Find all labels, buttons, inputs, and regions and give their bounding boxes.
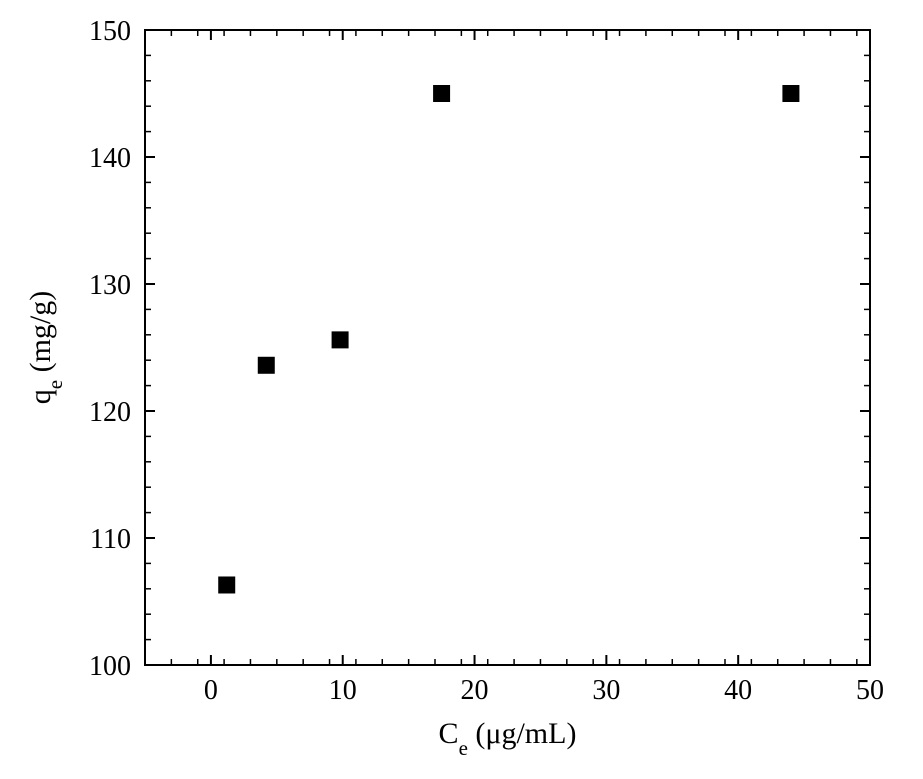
data-point [783, 86, 799, 102]
scatter-chart: 0 10 20 30 40 50 100 110 120 130 140 150 Ce (μg/mL) q… [0, 0, 923, 779]
x-tick-label: 50 [856, 675, 884, 706]
y-tick-label: 100 [89, 651, 131, 682]
data-point [258, 357, 274, 373]
y-tick-label: 130 [89, 270, 131, 301]
y-tick-label: 150 [89, 16, 131, 47]
y-tick-label: 110 [90, 524, 131, 555]
x-tick-label: 10 [329, 675, 357, 706]
x-tick-label: 20 [461, 675, 489, 706]
y-tick-label: 120 [89, 397, 131, 428]
x-tick-label: 0 [204, 675, 218, 706]
y-axis-label: qe (mg/g) [24, 291, 67, 404]
y-tick-label: 140 [89, 143, 131, 174]
x-tick-label: 30 [592, 675, 620, 706]
data-point [332, 332, 348, 348]
data-point [219, 577, 235, 593]
x-axis-label: Ce (μg/mL) [439, 717, 577, 760]
plot-area [145, 30, 870, 665]
data-point [434, 86, 450, 102]
x-tick-label: 40 [724, 675, 752, 706]
chart-svg: 0 10 20 30 40 50 100 110 120 130 140 150 Ce (μg/mL) q… [0, 0, 923, 779]
